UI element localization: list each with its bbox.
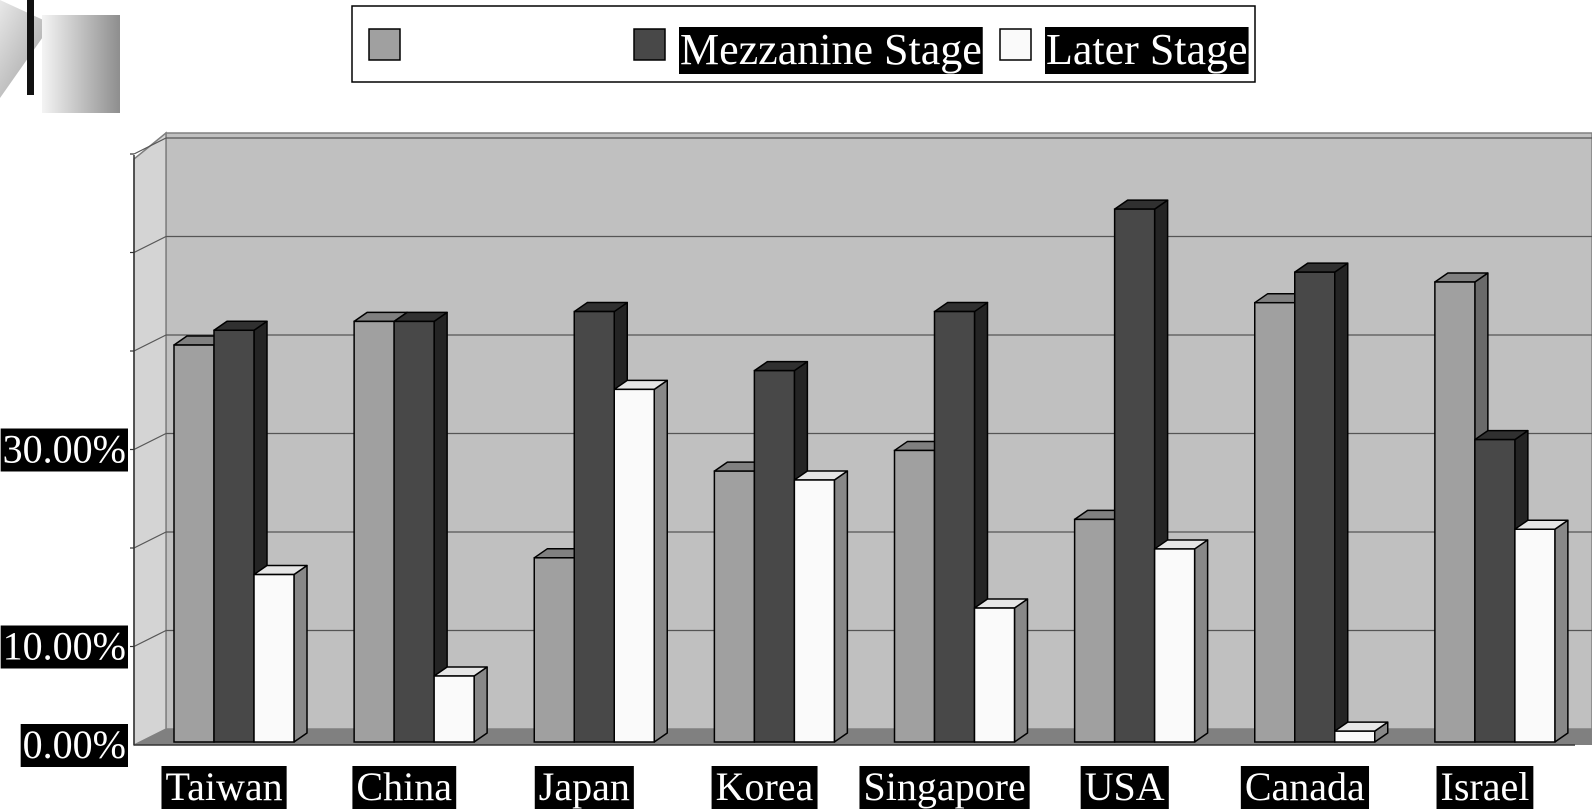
bar-china-3 xyxy=(434,667,487,742)
legend-swatch xyxy=(1000,29,1031,60)
bar-taiwan-3 xyxy=(254,566,307,742)
svg-text:10.00%: 10.00% xyxy=(3,624,126,669)
x-tick-japan: Japan xyxy=(535,764,634,809)
x-tick-singapore: Singapore xyxy=(859,764,1029,809)
bar-korea-3 xyxy=(794,471,847,742)
bar-canada-3 xyxy=(1335,722,1388,742)
legend-label: Mezzanine Stage xyxy=(679,25,983,74)
side-wall xyxy=(134,133,166,745)
x-tick-israel: Israel xyxy=(1437,764,1534,809)
legend-swatch xyxy=(369,29,400,60)
bar-canada-2 xyxy=(1295,263,1348,742)
x-axis-tick-labels: Taiwan China Japan Korea Singapore USA Canada I… xyxy=(161,764,1533,809)
chart-legend: Mezzanine Stage Later Stage xyxy=(352,6,1255,82)
svg-text:Canada: Canada xyxy=(1245,764,1365,809)
svg-text:Israel: Israel xyxy=(1441,764,1530,809)
y-tick-0-00: 0.00% xyxy=(21,722,128,767)
plot-walls xyxy=(134,133,1592,745)
legend-item-1 xyxy=(369,29,400,60)
svg-text:0.00%: 0.00% xyxy=(23,722,126,767)
x-tick-china: China xyxy=(352,764,456,809)
bar-singapore-3 xyxy=(975,599,1028,742)
x-tick-korea: Korea xyxy=(712,764,818,809)
bar-israel-3 xyxy=(1515,520,1568,742)
bar-usa-3 xyxy=(1155,540,1208,742)
slide-logo-decoration xyxy=(0,0,120,113)
x-tick-taiwan: Taiwan xyxy=(161,764,286,809)
legend-label: Later Stage xyxy=(1045,25,1249,74)
svg-text:Taiwan: Taiwan xyxy=(165,764,282,809)
svg-text:30.00%: 30.00% xyxy=(3,427,126,472)
x-tick-usa: USA xyxy=(1081,764,1169,809)
y-tick-10-00: 10.00% xyxy=(1,624,128,669)
svg-text:Mezzanine Stage: Mezzanine Stage xyxy=(680,25,982,74)
svg-text:Korea: Korea xyxy=(716,764,814,809)
svg-text:Later Stage: Later Stage xyxy=(1046,25,1248,74)
bar-japan-3 xyxy=(614,380,667,742)
y-axis-tick-labels: 0.00% 10.00% 30.00% xyxy=(1,427,128,768)
svg-text:Singapore: Singapore xyxy=(863,764,1025,809)
legend-item-2: Mezzanine Stage xyxy=(634,25,983,74)
x-tick-canada: Canada xyxy=(1241,764,1369,809)
svg-text:USA: USA xyxy=(1085,764,1165,809)
y-tick-30-00: 30.00% xyxy=(1,427,128,472)
svg-text:Japan: Japan xyxy=(539,764,630,809)
legend-swatch xyxy=(634,29,665,60)
svg-text:China: China xyxy=(356,764,452,809)
